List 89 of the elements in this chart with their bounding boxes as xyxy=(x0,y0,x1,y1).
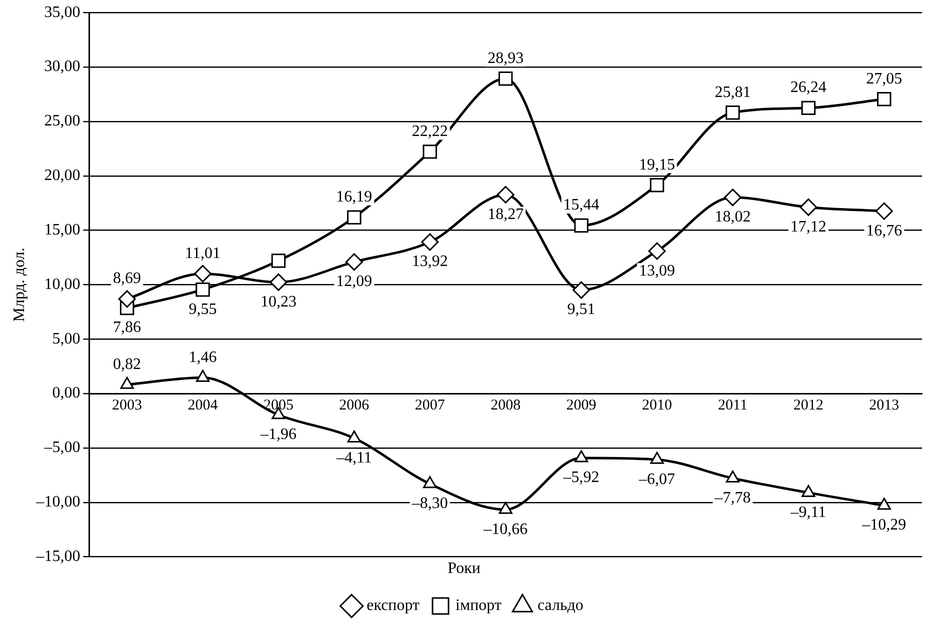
point xyxy=(724,188,742,206)
data-label: 18,02 xyxy=(714,208,751,226)
data-label: 16,76 xyxy=(866,222,902,240)
data-label: 26,24 xyxy=(790,79,826,96)
legend-label: експорт xyxy=(366,597,420,614)
x-tick-label: 2003 xyxy=(112,397,142,414)
data-label: 16,19 xyxy=(336,188,372,206)
point xyxy=(423,476,437,488)
y-tick-label: 15,00 xyxy=(44,221,80,238)
data-label: 0,82 xyxy=(113,356,142,373)
point xyxy=(650,178,664,192)
legend-label: імпорт xyxy=(456,597,502,614)
data-label: 19,15 xyxy=(639,156,676,174)
point xyxy=(726,106,740,120)
data-label: 12,09 xyxy=(336,273,372,290)
y-tick-label: 25,00 xyxy=(44,112,80,130)
y-tick-label: 20,00 xyxy=(44,167,80,184)
data-label: –10,29 xyxy=(861,516,906,534)
data-label: 7,86 xyxy=(113,319,142,336)
data-label: 17,12 xyxy=(790,218,826,236)
data-label: –10,66 xyxy=(482,520,528,538)
y-tick-label: 0,00 xyxy=(52,384,80,402)
point xyxy=(572,281,590,299)
data-label: –7,78 xyxy=(714,489,751,506)
y-tick-label: 30,00 xyxy=(44,58,80,76)
point xyxy=(196,370,210,382)
point xyxy=(498,72,513,86)
x-tick-label: 2006 xyxy=(339,397,370,414)
x-tick-label: 2010 xyxy=(642,397,672,414)
data-label: –1,96 xyxy=(259,426,296,444)
point xyxy=(422,144,438,159)
data-label: –9,11 xyxy=(790,504,826,521)
point xyxy=(498,502,512,514)
point xyxy=(347,210,362,224)
point xyxy=(574,218,588,233)
legend-label: сальдо xyxy=(537,597,584,614)
point xyxy=(802,484,816,497)
x-axis-title: Роки xyxy=(448,560,481,578)
y-tick-label: 10,00 xyxy=(44,276,80,293)
y-tick-label: –15,00 xyxy=(35,548,80,566)
x-tick-label: 2011 xyxy=(718,397,748,414)
data-label: –6,07 xyxy=(638,470,676,488)
x-tick-label: 2007 xyxy=(414,397,446,414)
y-axis-title: Млрд. дол. xyxy=(10,248,28,322)
data-label: 13,92 xyxy=(412,253,448,270)
point xyxy=(120,376,134,389)
point xyxy=(345,253,363,271)
data-label: 28,93 xyxy=(488,50,524,67)
data-label: –4,11 xyxy=(335,449,372,466)
point xyxy=(421,233,439,251)
x-tick-label: 2013 xyxy=(869,397,900,414)
point xyxy=(574,450,588,462)
data-label: 27,05 xyxy=(866,70,902,88)
y-tick-label: 5,00 xyxy=(52,330,80,348)
data-label: 9,55 xyxy=(188,300,217,318)
point xyxy=(270,273,288,291)
point xyxy=(726,470,740,482)
point xyxy=(801,100,816,116)
x-tick-label: 2012 xyxy=(793,397,824,414)
data-label: 15,44 xyxy=(563,196,600,214)
x-tick-label: 2004 xyxy=(188,397,218,414)
point xyxy=(194,264,212,282)
data-label: 18,27 xyxy=(488,206,524,223)
data-label: –5,92 xyxy=(562,469,600,486)
y-tick-label: –5,00 xyxy=(43,439,80,456)
point xyxy=(877,92,892,106)
point xyxy=(196,282,210,297)
data-label: 10,23 xyxy=(260,293,296,310)
data-label: 11,01 xyxy=(185,244,220,262)
point xyxy=(347,430,361,443)
point xyxy=(800,198,818,216)
x-tick-label: 2009 xyxy=(566,397,596,414)
data-label: 13,09 xyxy=(639,262,676,280)
y-tick-label: –10,00 xyxy=(35,494,80,511)
y-tick-label: 35,00 xyxy=(44,4,80,21)
data-label: 25,81 xyxy=(714,84,751,101)
point xyxy=(648,242,666,260)
data-label: 22,22 xyxy=(412,122,448,140)
data-label: 9,51 xyxy=(567,301,596,318)
data-label: 8,69 xyxy=(113,270,142,288)
point xyxy=(877,498,891,510)
point xyxy=(650,452,664,464)
data-label: –8,30 xyxy=(410,495,448,512)
x-tick-label: 2008 xyxy=(490,397,521,414)
point xyxy=(118,290,136,308)
point xyxy=(496,186,514,204)
point xyxy=(271,254,286,268)
point xyxy=(875,202,893,220)
data-label: 1,46 xyxy=(188,348,217,366)
